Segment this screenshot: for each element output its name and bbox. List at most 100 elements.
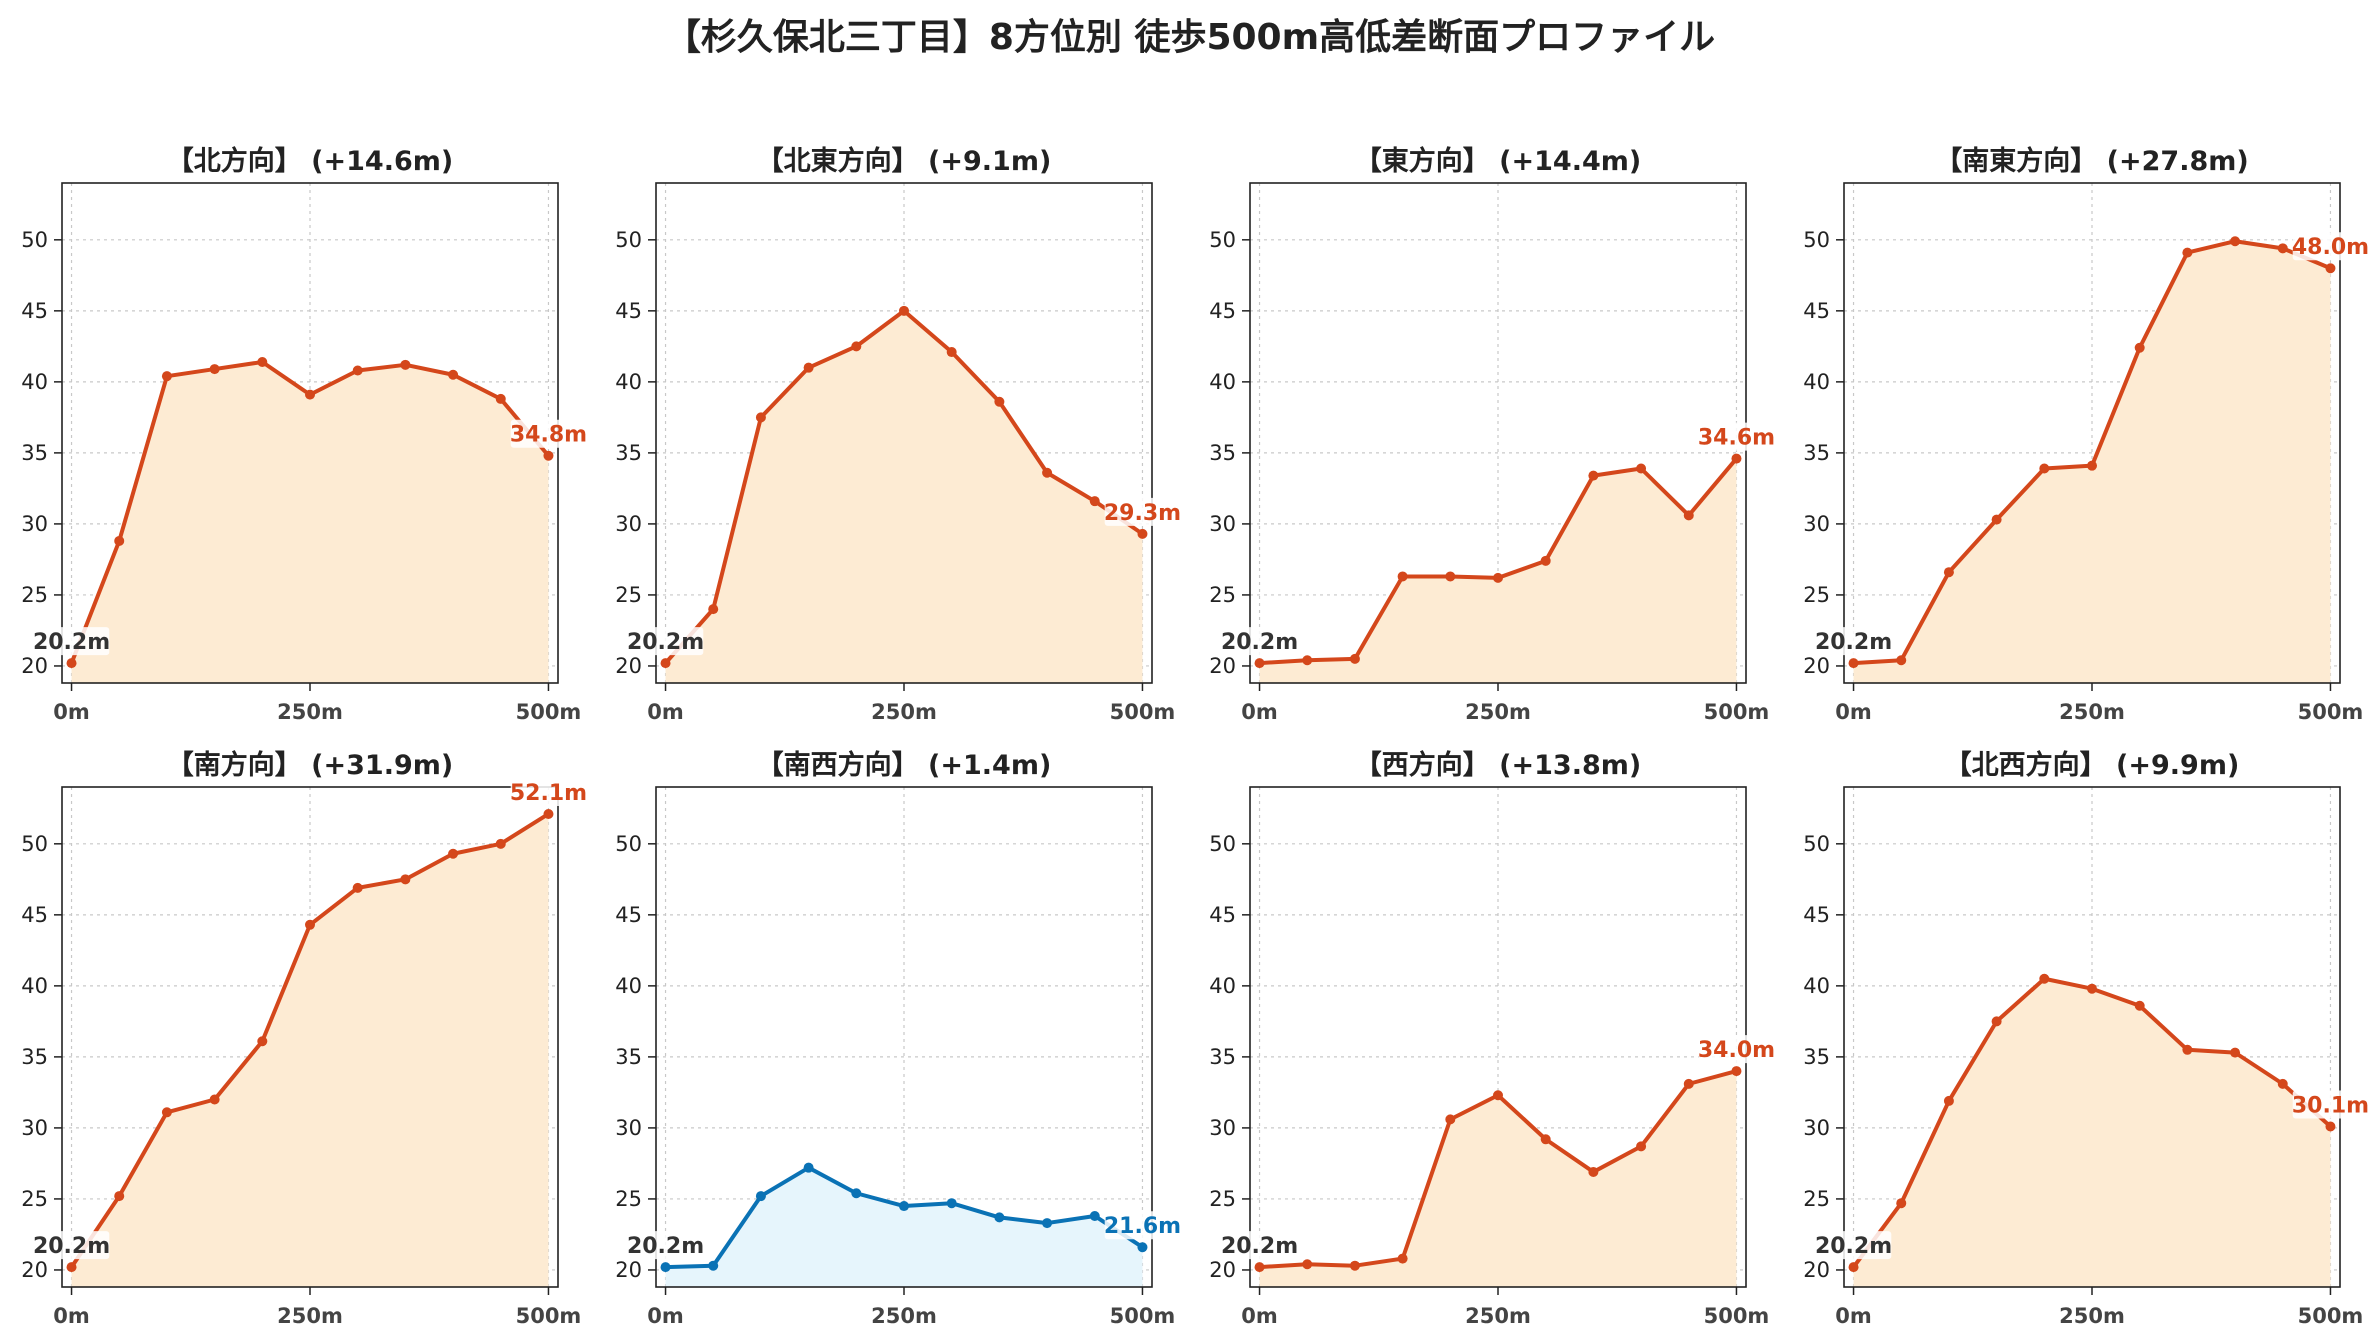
profile-panel: 【南東方向】 (+27.8m) 20 25 30 35 40 45 50 0m 250m 500m 2… — [1803, 146, 2369, 724]
profile-panel: 【南方向】 (+31.9m) 20 25 30 35 40 45 50 0m 250m 500m 20… — [21, 750, 587, 1328]
elevation-area — [665, 1167, 1143, 1287]
y-tick-label: 35 — [1803, 441, 1830, 465]
end-elevation-label: 52.1m — [510, 781, 587, 806]
start-elevation-label-bg — [1221, 627, 1298, 656]
data-point — [946, 1198, 957, 1209]
data-point — [2134, 342, 2145, 353]
start-elevation-label: 20.2m — [627, 1234, 704, 1259]
data-point — [2277, 243, 2288, 254]
y-tick-label: 30 — [1803, 1116, 1830, 1140]
profile-panel: 【西方向】 (+13.8m) 20 25 30 35 40 45 50 0m 250m 500m 20… — [1209, 750, 1775, 1328]
data-point — [2325, 1121, 2336, 1132]
x-tick-label: 250m — [871, 700, 937, 724]
panel-title: 【西方向】 (+13.8m) — [1354, 750, 1642, 781]
data-point — [257, 356, 268, 367]
data-point — [1943, 567, 1954, 578]
data-point — [495, 838, 506, 849]
data-point — [1731, 1066, 1742, 1077]
data-point — [708, 604, 719, 615]
data-point — [543, 808, 554, 819]
x-tick-label: 500m — [2298, 700, 2364, 724]
y-tick-label: 20 — [1803, 654, 1830, 678]
data-point — [2230, 1047, 2241, 1058]
data-point — [2039, 463, 2050, 474]
y-tick-label: 25 — [1803, 583, 1830, 607]
panel-title: 【北東方向】 (+9.1m) — [756, 146, 1052, 177]
data-point — [1731, 453, 1742, 464]
data-point — [209, 364, 220, 375]
data-point — [209, 1094, 220, 1105]
y-tick-label: 35 — [1209, 441, 1236, 465]
x-tick-label: 250m — [1465, 700, 1531, 724]
data-point — [305, 919, 315, 930]
y-tick-label: 35 — [615, 1045, 642, 1069]
data-point — [114, 1191, 125, 1202]
profile-panel: 【南西方向】 (+1.4m) 20 25 30 35 40 45 50 0m 250m 500m 20… — [615, 750, 1181, 1328]
data-point — [1683, 1078, 1694, 1089]
profile-panel: 【北東方向】 (+9.1m) 20 25 30 35 40 45 50 0m 250m 500m 20… — [615, 146, 1181, 724]
x-tick-label: 500m — [1704, 700, 1770, 724]
x-tick-label: 0m — [1835, 700, 1872, 724]
panel-title: 【南西方向】 (+1.4m) — [756, 750, 1052, 781]
start-elevation-label: 20.2m — [33, 1234, 110, 1259]
start-elevation-label-bg — [1815, 1231, 1892, 1260]
data-point — [352, 882, 363, 893]
y-tick-label: 40 — [21, 370, 48, 394]
y-tick-label: 30 — [615, 1116, 642, 1140]
end-elevation-label-bg — [510, 419, 587, 448]
x-tick-label: 0m — [1241, 1304, 1278, 1328]
panel-title: 【北方向】 (+14.6m) — [166, 146, 454, 177]
elevation-area — [1259, 458, 1737, 683]
y-tick-label: 30 — [615, 512, 642, 536]
start-elevation-label-bg — [1221, 1231, 1298, 1260]
y-tick-label: 25 — [615, 1187, 642, 1211]
data-point — [708, 1260, 719, 1271]
end-elevation-label: 48.0m — [2292, 235, 2369, 260]
y-tick-label: 20 — [1209, 1258, 1236, 1282]
start-elevation-label: 20.2m — [33, 630, 110, 655]
y-tick-label: 20 — [21, 654, 48, 678]
panel-title: 【南方向】 (+31.9m) — [166, 750, 454, 781]
data-point — [1540, 555, 1551, 566]
profile-panel: 【東方向】 (+14.4m) 20 25 30 35 40 45 50 0m 250m 500m 20… — [1209, 146, 1775, 724]
end-elevation-label-bg — [2292, 1090, 2369, 1119]
x-tick-label: 500m — [1704, 1304, 1770, 1328]
data-point — [1588, 1166, 1599, 1177]
data-point — [1302, 1259, 1313, 1270]
y-tick-label: 20 — [1803, 1258, 1830, 1282]
data-point — [305, 389, 315, 400]
data-point — [66, 658, 77, 669]
data-point — [755, 412, 766, 423]
x-tick-label: 0m — [647, 700, 684, 724]
start-elevation-label-bg — [33, 627, 110, 656]
y-tick-label: 20 — [615, 1258, 642, 1282]
x-tick-label: 250m — [2059, 1304, 2125, 1328]
data-point — [994, 1212, 1005, 1223]
panel-title: 【北西方向】 (+9.9m) — [1944, 750, 2240, 781]
data-point — [1254, 658, 1265, 669]
x-tick-label: 500m — [516, 700, 582, 724]
x-tick-label: 500m — [516, 1304, 582, 1328]
y-tick-label: 50 — [1803, 832, 1830, 856]
data-point — [1636, 463, 1647, 474]
x-tick-label: 250m — [2059, 700, 2125, 724]
profile-panel: 【北西方向】 (+9.9m) 20 25 30 35 40 45 50 0m 250m 500m 20… — [1803, 750, 2369, 1328]
data-point — [1089, 1210, 1100, 1221]
y-tick-label: 40 — [615, 974, 642, 998]
data-point — [352, 365, 363, 376]
data-point — [1588, 470, 1599, 481]
y-tick-label: 20 — [615, 654, 642, 678]
start-elevation-label-bg — [33, 1231, 110, 1260]
data-point — [1349, 653, 1360, 664]
data-point — [1254, 1262, 1265, 1273]
data-point — [1848, 1262, 1859, 1273]
y-tick-label: 30 — [1209, 512, 1236, 536]
data-point — [755, 1191, 766, 1202]
data-point — [161, 371, 172, 382]
